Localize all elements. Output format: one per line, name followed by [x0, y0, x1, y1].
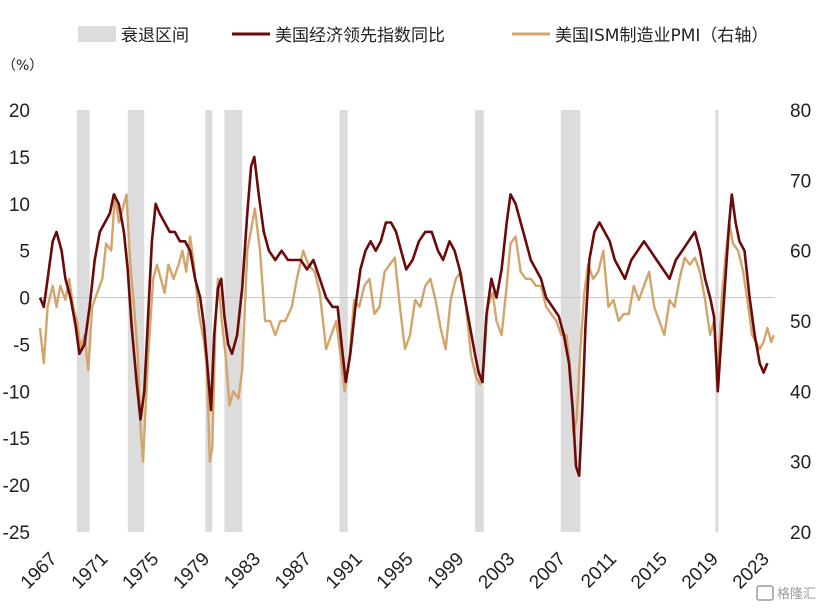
- x-tick-label: 1967: [17, 549, 62, 594]
- series-line-lei: [38, 155, 769, 477]
- left-tick-label: 0: [19, 289, 30, 310]
- recession-band-3: [224, 110, 243, 532]
- recession-band-2: [205, 110, 213, 532]
- right-tick-label: 20: [790, 523, 811, 544]
- watermark-text: 格隆汇: [777, 586, 816, 602]
- right-axis-ticks: 80 70 60 50 40 30 20: [790, 101, 811, 544]
- left-axis-unit: （%）: [2, 58, 43, 74]
- legend-recession-swatch: [78, 26, 116, 42]
- x-tick-label: 1999: [424, 549, 469, 594]
- recession-band-5: [474, 110, 484, 532]
- left-tick-label: 20: [9, 101, 30, 122]
- left-tick-label: -5: [13, 335, 30, 356]
- legend-pmi-label: 美国ISM制造业PMI（右轴）: [555, 26, 768, 46]
- x-tick-label: 1995: [373, 549, 418, 594]
- right-tick-label: 40: [790, 382, 811, 403]
- left-tick-label: -10: [3, 382, 30, 403]
- x-tick-label: 2011: [577, 549, 621, 593]
- x-tick-label: 1987: [271, 549, 316, 594]
- x-tick-label: 1983: [220, 549, 265, 594]
- x-tick-label: 2007: [525, 549, 570, 594]
- x-tick-label: 2019: [678, 549, 723, 594]
- watermark: 格隆汇: [756, 585, 816, 602]
- right-tick-label: 60: [790, 242, 811, 263]
- watermark-logo-icon: [756, 585, 774, 601]
- legend-lei-label: 美国经济领先指数同比: [275, 26, 445, 46]
- left-tick-label: 10: [9, 195, 30, 216]
- left-tick-label: -15: [3, 429, 30, 450]
- left-tick-label: 5: [19, 242, 30, 263]
- right-tick-label: 50: [790, 312, 811, 333]
- series-lines: [38, 155, 775, 477]
- right-tick-label: 80: [790, 101, 811, 122]
- right-tick-label: 30: [790, 453, 811, 474]
- legend-recession-label: 衰退区间: [121, 26, 189, 46]
- recession-band-4: [339, 110, 348, 532]
- x-tick-label: 2003: [475, 549, 520, 594]
- recession-band-0: [76, 110, 90, 532]
- x-tick-label: 1991: [322, 549, 367, 594]
- x-tick-label: 1971: [68, 549, 113, 594]
- right-tick-label: 70: [790, 171, 811, 192]
- x-tick-label: 1975: [119, 549, 164, 594]
- left-tick-label: 15: [9, 148, 30, 169]
- recession-band-7: [715, 110, 719, 532]
- x-tick-label: 1979: [169, 549, 214, 594]
- legend: 衰退区间 美国经济领先指数同比 美国ISM制造业PMI（右轴）: [78, 26, 768, 46]
- left-axis-ticks: 20 15 10 5 0 -5 -10 -15 -20 -25: [3, 101, 30, 544]
- left-tick-label: -20: [3, 476, 30, 497]
- x-tick-label: 2015: [627, 549, 672, 594]
- series-line-pmi: [38, 193, 775, 463]
- x-axis-ticks: 1967 1971 1975 1979 1983 1987 1991 1995 1999 2003…: [17, 549, 774, 594]
- recession-bands: [76, 110, 719, 532]
- left-tick-label: -25: [3, 523, 30, 544]
